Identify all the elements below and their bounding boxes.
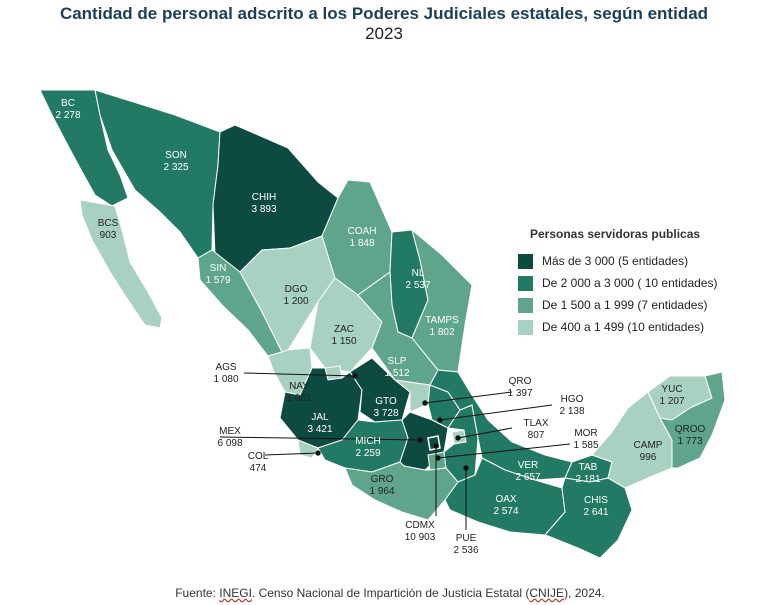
label-hgo-value: 2 138 xyxy=(559,406,584,417)
label-yuc-abbr: YUC xyxy=(661,384,682,395)
label-slp-abbr: SLP xyxy=(388,356,407,367)
label-mex-value: 6 098 xyxy=(217,438,242,449)
label-gto-abbr: GTO xyxy=(375,396,397,407)
label-cdmx-abbr: CDMX xyxy=(405,520,435,531)
label-col-abbr: COL xyxy=(248,451,269,462)
source-inegi: INEGI xyxy=(219,586,252,600)
state-bcs xyxy=(79,199,163,329)
legend-item: De 1 500 a 1 999 (7 entidades) xyxy=(518,294,758,316)
legend-item: De 2 000 a 3 000 ( 10 entidades) xyxy=(518,272,758,294)
label-camp-value: 996 xyxy=(640,452,657,463)
label-gto-value: 3 728 xyxy=(373,408,398,419)
label-son-abbr: SON xyxy=(165,150,187,161)
legend-swatch xyxy=(518,275,533,291)
label-qroo-abbr: QROO xyxy=(675,424,706,435)
label-mich-abbr: MICH xyxy=(355,436,381,447)
label-mor-value: 1 585 xyxy=(573,440,598,451)
source-note: Fuente: INEGI. Censo Nacional de Imparti… xyxy=(0,586,768,600)
label-tab-value: 2 181 xyxy=(575,474,600,485)
source-prefix: Fuente: xyxy=(175,586,220,600)
state-cdmx xyxy=(427,435,441,451)
label-tamps-abbr: TAMPS xyxy=(425,315,459,326)
callout-lines xyxy=(219,372,571,530)
label-zac-abbr: ZAC xyxy=(334,324,354,335)
legend-label: De 2 000 a 3 000 ( 10 entidades) xyxy=(542,276,718,290)
label-tlax-abbr: TLAX xyxy=(523,418,548,429)
label-chis-value: 2 641 xyxy=(583,507,608,518)
label-dgo-value: 1 200 xyxy=(283,296,308,307)
label-coah-value: 1 848 xyxy=(349,238,374,249)
label-mor-abbr: MOR xyxy=(574,428,597,439)
label-zac-value: 1 150 xyxy=(331,336,356,347)
source-mid: . Censo Nacional de Impartición de Justi… xyxy=(251,586,530,600)
label-chih-value: 3 893 xyxy=(251,204,276,215)
legend-label: De 400 a 1 499 (10 entidades) xyxy=(542,320,705,334)
label-qroo-value: 1 773 xyxy=(677,436,702,447)
label-coah-abbr: COAH xyxy=(348,226,377,237)
legend-swatch xyxy=(518,319,533,335)
label-jal-abbr: JAL xyxy=(311,412,329,423)
label-gro-abbr: GRO xyxy=(371,474,394,485)
label-jal-value: 3 421 xyxy=(307,424,332,435)
label-gro-value: 1 964 xyxy=(369,486,394,497)
label-chis-abbr: CHIS xyxy=(584,495,608,506)
label-slp-value: 1 512 xyxy=(384,368,409,379)
map-subtitle: 2023 xyxy=(365,24,403,43)
legend-title: Personas servidoras publicas xyxy=(530,227,701,241)
state-gro xyxy=(344,461,459,521)
legend-swatch xyxy=(518,297,533,313)
label-ver-value: 2 657 xyxy=(515,472,540,483)
label-son-value: 2 325 xyxy=(163,162,188,173)
label-nl-value: 2 537 xyxy=(405,280,430,291)
map-title: Cantidad de personal adscrito a los Pode… xyxy=(59,4,709,23)
label-ags-abbr: AGS xyxy=(215,362,236,373)
label-bc-value: 2 278 xyxy=(55,110,80,121)
legend-label: Más de 3 000 (5 entidades) xyxy=(542,254,689,268)
label-tamps-value: 1 802 xyxy=(429,327,454,338)
source-cnije: CNIJE xyxy=(529,586,565,600)
label-qro-value: 1 397 xyxy=(507,388,532,399)
label-col-value: 474 xyxy=(250,463,267,474)
legend-label: De 1 500 a 1 999 (7 entidades) xyxy=(542,298,708,312)
label-oax-value: 2 574 xyxy=(493,506,518,517)
label-oax-abbr: OAX xyxy=(495,494,516,505)
label-hgo-abbr: HGO xyxy=(561,394,584,405)
label-chih-abbr: CHIH xyxy=(252,192,276,203)
label-qro-abbr: QRO xyxy=(509,376,532,387)
label-pue-value: 2 536 xyxy=(453,545,478,556)
state-qroo xyxy=(659,371,726,469)
label-ver-abbr: VER xyxy=(518,460,539,471)
label-yuc-value: 1 207 xyxy=(659,396,684,407)
label-bcs-abbr: BCS xyxy=(98,218,119,229)
label-bc-abbr: BC xyxy=(61,98,75,109)
label-bcs-value: 903 xyxy=(100,230,117,241)
label-nl-abbr: NL xyxy=(412,268,425,279)
label-pue-abbr: PUE xyxy=(456,533,477,544)
source-suffix: ), 2024. xyxy=(564,586,605,600)
legend-swatch xyxy=(518,253,533,269)
label-dgo-abbr: DGO xyxy=(285,284,308,295)
label-sin-abbr: SIN xyxy=(210,263,227,274)
legend-item: De 400 a 1 499 (10 entidades) xyxy=(518,316,758,338)
legend-item: Más de 3 000 (5 entidades) xyxy=(518,250,758,272)
legend: Personas servidoras publicas Más de 3 00… xyxy=(518,227,758,338)
label-tlax-value: 807 xyxy=(528,430,545,441)
label-sin-value: 1 579 xyxy=(205,275,230,286)
label-tab-abbr: TAB xyxy=(579,462,598,473)
label-ags-value: 1 080 xyxy=(213,374,238,385)
label-mex-abbr: MEX xyxy=(219,426,241,437)
label-mich-value: 2 259 xyxy=(355,448,380,459)
state-slp xyxy=(357,271,439,386)
label-camp-abbr: CAMP xyxy=(634,440,663,451)
label-nay-abbr: NAY xyxy=(289,381,309,392)
label-cdmx-value: 10 903 xyxy=(405,532,436,543)
state-mor xyxy=(427,451,447,471)
label-nay-value: 1 061 xyxy=(286,393,311,404)
state-qro xyxy=(393,379,431,413)
